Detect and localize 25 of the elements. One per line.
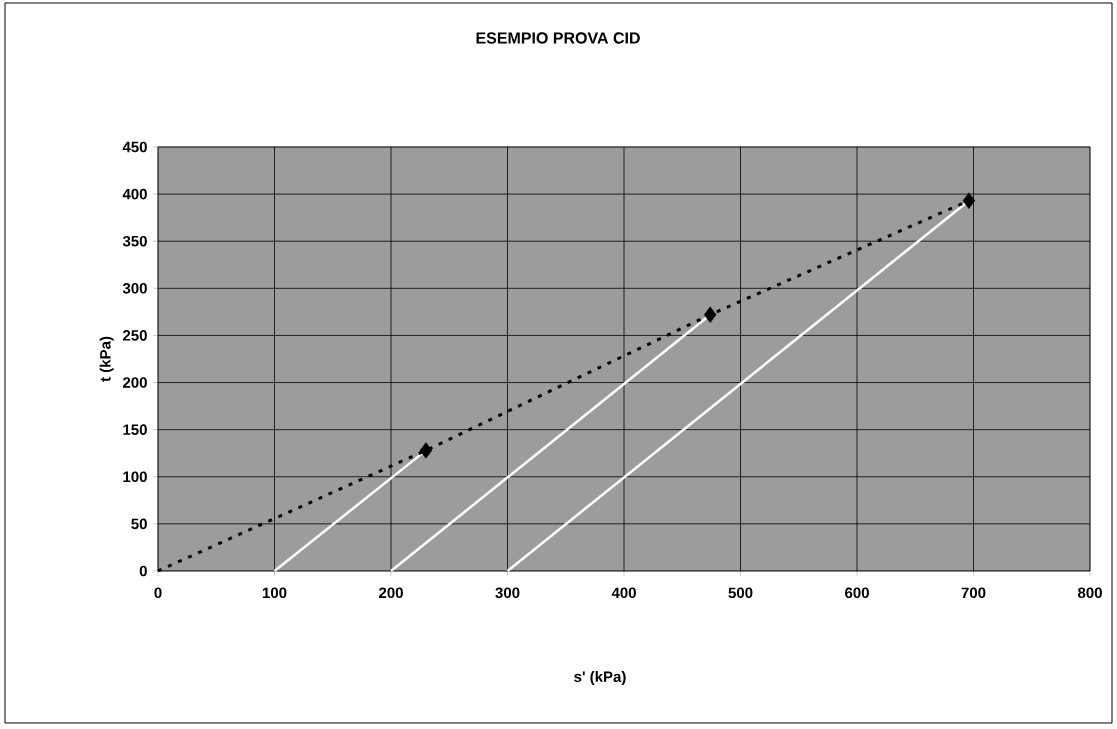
y-tick-label: 300: [122, 283, 147, 294]
x-tick-label: 200: [379, 587, 403, 599]
point: [419, 442, 433, 459]
y-tick-label: 400: [122, 188, 147, 200]
x-tick-label: 100: [262, 587, 287, 599]
x-tick-label: 600: [845, 587, 869, 599]
y-axis-title: t (kPa): [99, 336, 114, 382]
x-axis-title: s' (kPa): [574, 670, 626, 685]
y-tick-label: 350: [122, 235, 147, 247]
x-tick-label: 300: [495, 587, 520, 599]
chart-title: ESEMPIO PROVA CID: [476, 32, 640, 44]
y-tick-label: 50: [131, 518, 147, 530]
y-tick-label: 200: [122, 377, 147, 388]
x-tick-label: 500: [728, 587, 753, 599]
point: [962, 192, 976, 209]
y-tick-label: 250: [122, 330, 147, 341]
x-tick-label: 400: [611, 587, 636, 599]
y-tick-label: 450: [122, 141, 147, 153]
point: [704, 306, 717, 323]
x-tick-label: 800: [1077, 587, 1102, 599]
y-tick-label: 0: [139, 565, 147, 577]
x-tick-label: 700: [961, 587, 986, 599]
y-tick-label: 100: [123, 471, 147, 483]
x-tick-label: 0: [154, 587, 162, 599]
y-tick-label: 150: [123, 424, 147, 435]
